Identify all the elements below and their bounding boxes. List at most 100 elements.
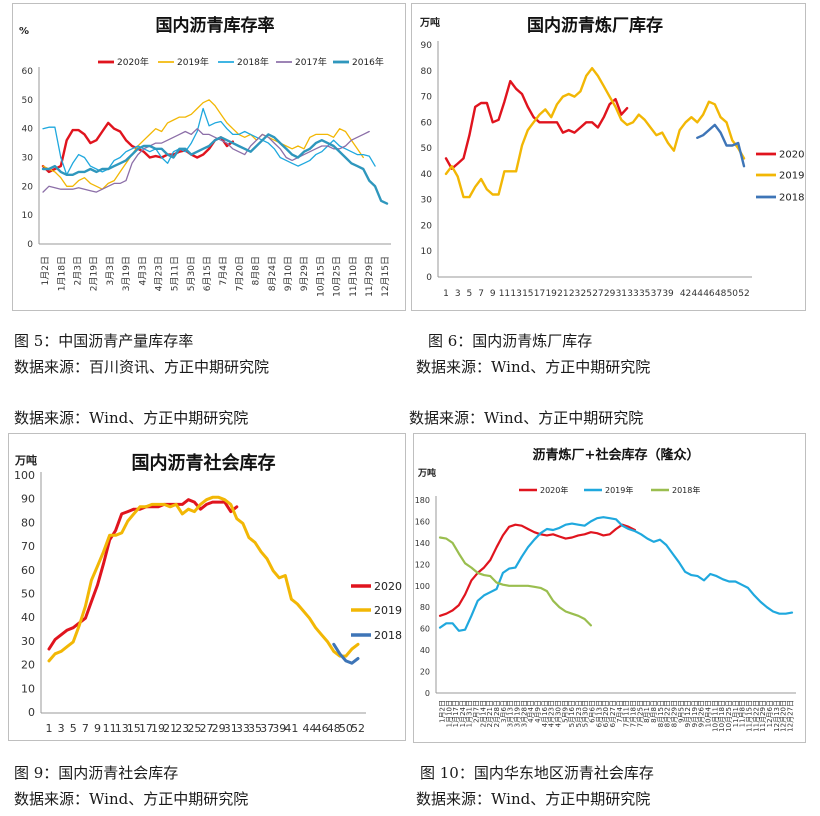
chart4-ytick-label: 20 xyxy=(420,668,430,677)
chart4-xtick-label: 4月23日 xyxy=(548,700,556,727)
chart4-xtick-label: 3月6日 xyxy=(500,700,508,723)
chart2-series-2018 xyxy=(696,123,746,168)
chart3-xtick-label: 29 xyxy=(212,722,226,735)
chart3-xtick-label: 37 xyxy=(260,722,274,735)
chart3-xtick-label: 19 xyxy=(151,722,165,735)
chart2-ytick-label: 0 xyxy=(426,273,432,283)
chart4-xtick-label: 7月4日 xyxy=(616,700,624,723)
chart3-ytick-label: 90 xyxy=(21,493,35,506)
chart1-xtick-label: 2月19日 xyxy=(89,256,100,291)
chart3-ytick-label: 70 xyxy=(21,540,35,553)
chart3-xtick-label: 3 xyxy=(58,722,65,735)
source-fig5: 数据来源：百川资讯、方正中期研究院 xyxy=(14,358,270,376)
chart3-ytick-label: 50 xyxy=(21,588,35,601)
chart3-xtick-label: 50 xyxy=(339,722,353,735)
chart3-ytick-label: 40 xyxy=(21,611,35,624)
chart1-series-2017年 xyxy=(42,128,370,193)
chart1-xtick-label: 1月2日 xyxy=(40,256,51,285)
chart3-xtick-label: 46 xyxy=(315,722,329,735)
chart1-ytick-label: 30 xyxy=(22,154,34,164)
chart4-xtick-label: 9月12日 xyxy=(684,700,692,727)
caption-fig9: 图 9：国内沥青社会库存 xyxy=(14,764,179,782)
chart4-xtick-label: 7月25日 xyxy=(636,700,644,727)
chart2-xtick-label: 31 xyxy=(616,289,627,299)
chart4-xtick-label: 10月4日 xyxy=(705,700,713,727)
chart4-xtick-label: 11月22日 xyxy=(752,700,760,732)
chart3-series-2020 xyxy=(47,498,239,651)
chart1-xtick-label: 6月15日 xyxy=(202,256,213,291)
chart-panel-stock-rate: 国内沥青库存率% 0 10 20 30 40 50 60 1月2日 1月18日 2月3日 2月19日 3… xyxy=(12,3,406,311)
chart3-ytick-label: 10 xyxy=(21,682,35,695)
chart3-xtick-label: 27 xyxy=(200,722,214,735)
chart1-xtick-label: 4月3日 xyxy=(137,256,148,285)
chart4-ytick-label: 160 xyxy=(415,517,430,526)
chart4-xtick-label: 8月22日 xyxy=(664,700,672,727)
chart3-legend-label: 2018 xyxy=(374,629,402,642)
chart1-legend-label: 2019年 xyxy=(177,56,209,68)
chart4-xtick-label: 6月27日 xyxy=(609,700,617,727)
chart3-xtick-label: 21 xyxy=(163,722,177,735)
chart4-xtick-label: 7月18日 xyxy=(630,700,638,727)
chart1-xtick-label: 5月11日 xyxy=(170,256,181,291)
chart2-series-2019 xyxy=(444,66,746,199)
chart3-xtick-label: 52 xyxy=(351,722,365,735)
chart2-legend-label: 2019 xyxy=(779,171,804,182)
chart3-xtick-label: 1 xyxy=(46,722,53,735)
chart2-ytick-label: 30 xyxy=(421,196,433,206)
chart4-xtick-label: 9月19日 xyxy=(691,700,699,727)
chart3-ylabel: 万吨 xyxy=(14,453,37,467)
chart1-xtick-label: 9月10日 xyxy=(283,256,294,291)
chart4-series-2018年 xyxy=(438,536,592,627)
chart4-xtick-label: 4月4日 xyxy=(527,700,535,723)
chart4-xtick-label: 4月9日 xyxy=(534,700,542,723)
chart2-ytick-label: 80 xyxy=(421,67,433,77)
chart4-xtick-label: 11月1日 xyxy=(732,700,740,727)
chart2-ytick-label: 20 xyxy=(421,221,433,231)
chart3-xtick-label: 31 xyxy=(224,722,238,735)
chart4-xtick-label: 12月6日 xyxy=(766,700,774,727)
chart3-ytick-label: 100 xyxy=(14,469,35,482)
chart3-xtick-label: 11 xyxy=(103,722,117,735)
chart3-xtick-label: 23 xyxy=(175,722,189,735)
chart2-xtick-label: 52 xyxy=(738,289,749,299)
chart1-ytick-label: 40 xyxy=(22,125,34,135)
chart4-xtick-label: 1月17日 xyxy=(452,700,460,727)
chart3-legend-label: 2020 xyxy=(374,580,402,593)
chart4-ytick-label: 120 xyxy=(415,560,430,569)
chart2-legend-label: 2018 xyxy=(779,193,804,204)
chart3-legend-label: 2019 xyxy=(374,604,402,617)
chart2-title: 国内沥青炼厂库存 xyxy=(527,15,663,36)
chart1-ytick-label: 0 xyxy=(27,240,33,250)
chart1-series-2016年 xyxy=(41,133,389,205)
chart4-xtick-label: 10月18日 xyxy=(718,700,726,732)
chart4-xtick-label: 1月2日 xyxy=(438,700,446,723)
chart2-ylabel: 万吨 xyxy=(419,16,440,29)
chart2-xtick-label: 5 xyxy=(467,289,473,299)
chart4-legend-label: 2019年 xyxy=(605,485,633,495)
chart3-xtick-label: 17 xyxy=(139,722,153,735)
chart4-legend-label: 2020年 xyxy=(540,485,568,495)
chart4-xtick-label: 3月28日 xyxy=(520,700,528,727)
chart2-ytick-label: 40 xyxy=(421,170,433,180)
chart4-ytick-label: 40 xyxy=(420,646,430,655)
chart4-xtick-label: 9月5日 xyxy=(677,700,685,723)
chart1-xtick-label: 11月29日 xyxy=(364,256,375,297)
chart1-ytick-label: 10 xyxy=(22,211,34,221)
chart2-xtick-label: 46 xyxy=(703,289,715,299)
chart1-ytick-label: 60 xyxy=(22,67,34,77)
chart2-xtick-label: 1 xyxy=(443,289,449,299)
chart4-xtick-label: 6月13日 xyxy=(595,700,603,727)
caption-fig6: 图 6：国内沥青炼厂库存 xyxy=(428,332,593,350)
chart2-ytick-label: 50 xyxy=(421,144,433,154)
source-mid-left: 数据来源：Wind、方正中期研究院 xyxy=(14,409,249,427)
chart3-ytick-label: 80 xyxy=(21,516,35,529)
chart3-xtick-label: 33 xyxy=(236,722,250,735)
chart2-xtick-label: 50 xyxy=(727,289,739,299)
chart3-series-2018 xyxy=(332,642,360,665)
chart1-xtick-label: 1月18日 xyxy=(56,256,67,291)
chart4-xtick-label: 4月30日 xyxy=(554,700,562,727)
chart1-xtick-label: 8月24日 xyxy=(267,256,278,291)
chart2-xtick-label: 33 xyxy=(627,289,638,299)
chart3-xtick-label: 48 xyxy=(327,722,341,735)
